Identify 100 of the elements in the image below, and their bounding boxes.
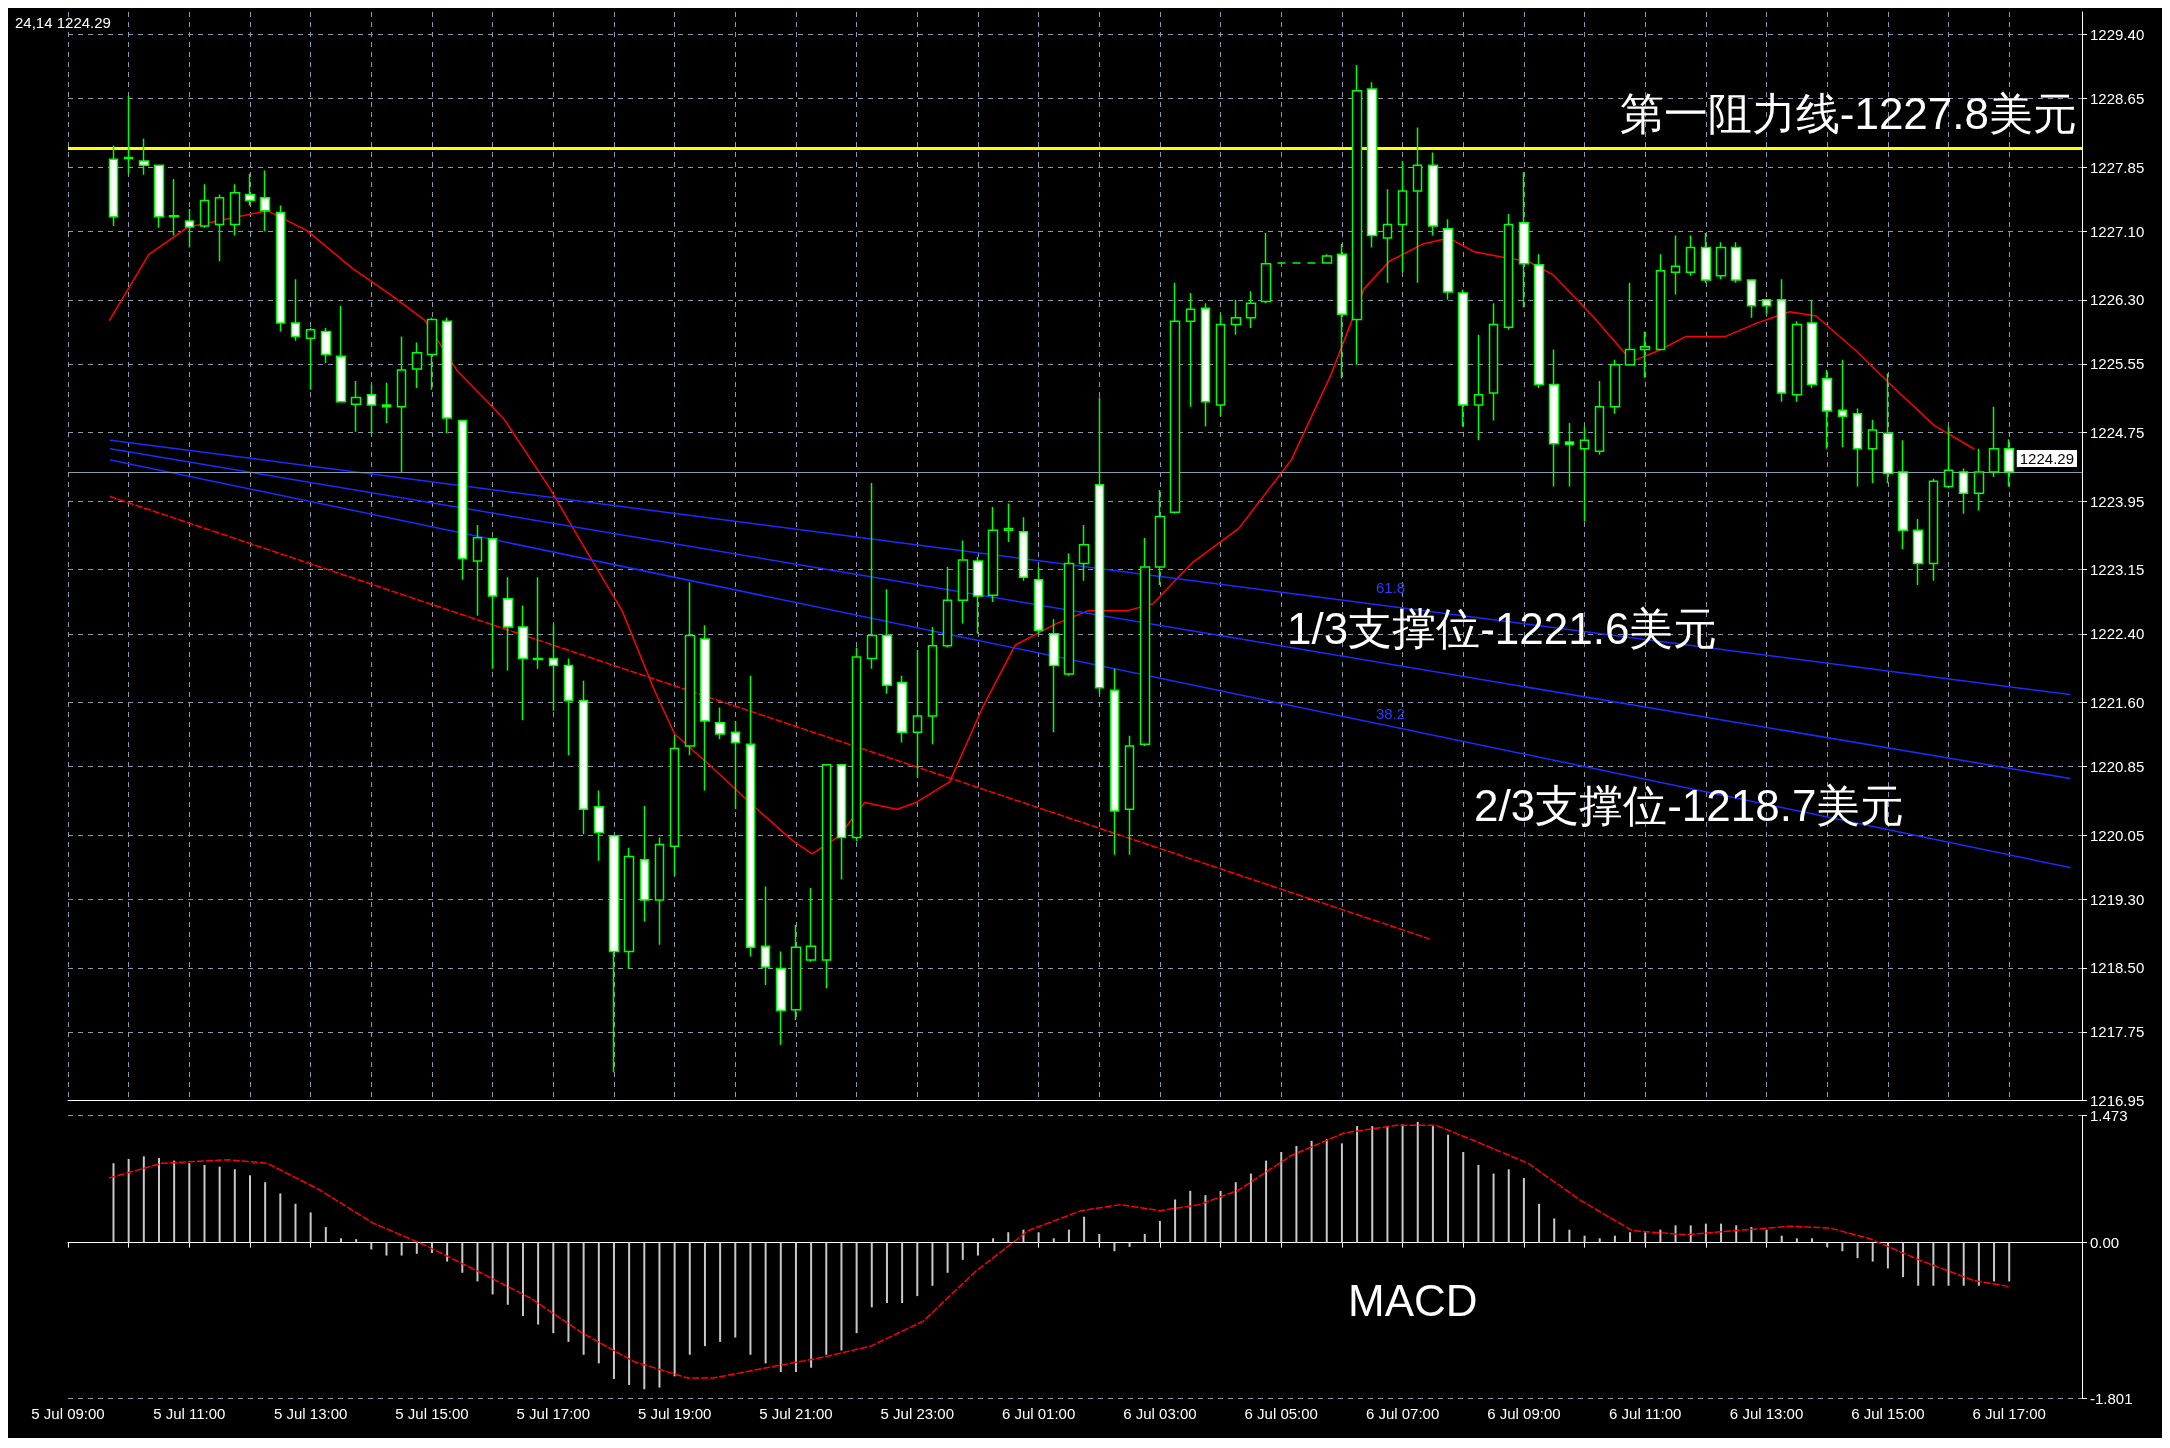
candlestick [1473,334,1484,441]
bar [400,1242,403,1256]
candlestick [775,950,787,1046]
bar [1037,1232,1040,1243]
bar [1917,1242,1920,1286]
bar [1629,1232,1632,1243]
bar [157,1158,160,1243]
bar [1583,1235,1586,1243]
bar [825,1242,828,1355]
y-tick-label: 1220.05 [2090,826,2145,844]
bar [142,1156,145,1243]
x-tick-label: 6 Jul 17:00 [1972,1405,2046,1422]
candlestick [1063,552,1075,677]
bar [1143,1233,1146,1243]
bar [1386,1126,1389,1243]
bar [870,1242,873,1308]
bar [1977,1242,1980,1286]
candlestick [1412,126,1423,284]
bar [946,1242,949,1273]
bar [1553,1218,1556,1243]
bar [1067,1229,1070,1243]
candlestick [1078,524,1090,582]
candlestick [1594,380,1605,456]
candlestick [1988,406,2000,478]
bar [248,1175,251,1243]
candlestick [1958,467,1969,515]
candlestick [259,169,271,232]
bar [673,1242,676,1377]
ref-line-label: 1224.29 [2019,449,2074,467]
bar [885,1242,888,1303]
bar [233,1169,236,1243]
bar [931,1242,934,1286]
candlestick [548,623,559,712]
candlestick [138,138,150,176]
candlestick [1139,537,1151,747]
x-tick-label: 6 Jul 09:00 [1487,1405,1561,1422]
candlestick [957,539,969,625]
candlestick [1003,502,1014,543]
candlestick [623,847,635,970]
candlestick [411,341,423,389]
bar [264,1182,267,1243]
bar [1841,1242,1844,1252]
bar [1765,1229,1768,1243]
bar [1295,1145,1298,1243]
bar [1871,1242,1874,1262]
bar [415,1242,418,1254]
x-tick-label: 6 Jul 11:00 [1609,1405,1682,1422]
bar [279,1193,282,1243]
candlestick [457,418,468,581]
x-tick-label: 6 Jul 13:00 [1729,1405,1804,1422]
bar [1234,1182,1237,1243]
candlestick [1185,292,1196,408]
bar [764,1242,767,1364]
candlestick [1321,253,1333,264]
candlestick [1048,618,1060,733]
bar [1598,1238,1601,1243]
bar [1098,1233,1101,1243]
candlestick [851,646,862,842]
x-tick-label: 5 Jul 09:00 [31,1405,105,1422]
bar [1174,1199,1177,1243]
candlestick [1806,299,1818,389]
bar [294,1203,297,1243]
candlestick [1715,241,1727,280]
candlestick [1746,278,1757,319]
candlestick [1518,171,1530,309]
candlestick [1230,299,1242,336]
candlestick [366,383,377,435]
bar [688,1242,691,1355]
bar [1568,1229,1571,1243]
bar [567,1242,570,1342]
candlestick [305,327,316,391]
candlestick [1533,253,1545,389]
ref-line-label: 第一阻力线-1227.8美元 [1619,88,2077,138]
bar [552,1242,555,1334]
candlestick [335,305,347,403]
candlestick [1670,234,1681,296]
candlestick [1791,320,1803,403]
candlestick [927,626,938,745]
bar [521,1242,524,1316]
candlestick [1260,232,1272,304]
bar [961,1242,964,1260]
bar [1431,1126,1434,1243]
bar [1902,1242,1905,1278]
candlestick [1685,234,1696,277]
y-tick-label: 1.473 [2090,1107,2128,1124]
candlestick [1821,369,1833,450]
candlestick [214,193,225,262]
bar [582,1242,585,1355]
bar [1447,1134,1450,1243]
bar [1219,1190,1222,1243]
bar [1886,1242,1889,1269]
candlestick [1200,302,1211,428]
y-tick-label: 1216.95 [2090,1092,2145,1109]
candlestick [639,805,650,923]
bar [1750,1227,1753,1243]
candlestick [1655,253,1666,352]
candlestick [275,204,286,333]
candlestick [942,566,953,649]
candlestick [805,887,817,963]
bar [1340,1143,1343,1243]
